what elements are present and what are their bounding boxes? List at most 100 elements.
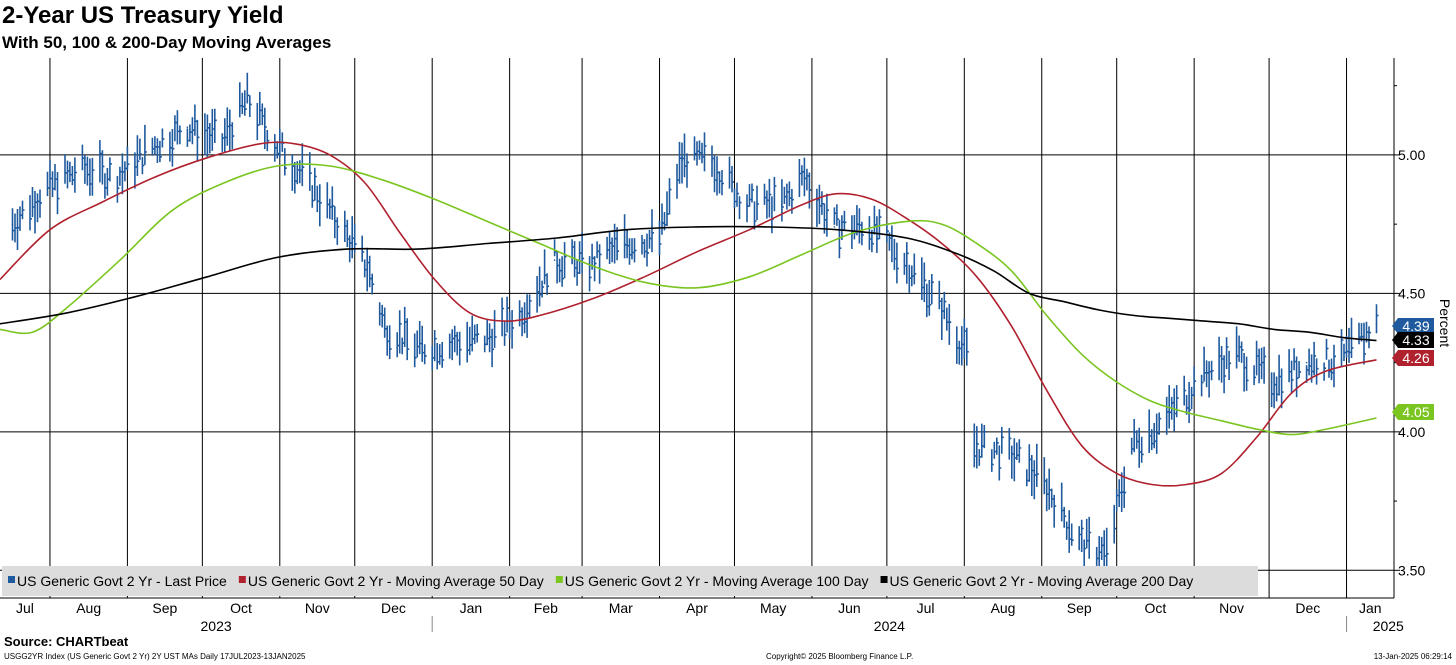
x-tick-label-16: Nov <box>1219 600 1244 616</box>
x-tick-label-7: Feb <box>534 600 558 616</box>
last-price-point <box>746 203 748 206</box>
last-price-point <box>1375 323 1378 325</box>
tag-ma-50-box <box>1392 350 1434 366</box>
x-tick-label-4: Nov <box>305 600 330 616</box>
last-price-point <box>553 259 556 261</box>
x-tick-label-11: Jun <box>838 600 861 616</box>
x-tick-label-18: Jan <box>1359 600 1382 616</box>
chart-subtitle: With 50, 100 & 200-Day Moving Averages <box>2 33 332 52</box>
x-tick-label-6: Jan <box>460 600 483 616</box>
x-tick-label-12: Jul <box>917 600 935 616</box>
legend-entry-ma-200-label: US Generic Govt 2 Yr - Moving Average 20… <box>890 573 1194 589</box>
axes: 3.50 4.00 4.50 5.00 Percent Jul Aug Sep Oct Nov De… <box>0 58 1453 632</box>
last-price-point <box>1043 480 1046 483</box>
legend-entry-last-price-label: US Generic Govt 2 Yr - Last Price <box>17 573 227 589</box>
last-value-tags: 4.394.33 4.26 4.05 <box>1392 318 1434 420</box>
y-tick-label-1: 4.00 <box>1398 424 1425 440</box>
legend-entry-ma-200-swatch <box>880 576 888 583</box>
last-price-point <box>973 444 976 447</box>
last-price-point <box>46 187 49 189</box>
last-price-point <box>658 237 661 239</box>
legend-entry-ma-50-swatch <box>238 576 246 583</box>
chart-title: 2-Year US Treasury Yield <box>2 2 284 29</box>
x-tick-label-15: Oct <box>1145 600 1167 616</box>
x-tick-label-1: Aug <box>76 600 101 616</box>
chart: 3.50 4.00 4.50 5.00 Percent Jul Aug Sep Oct Nov De… <box>0 58 1453 632</box>
last-price-point <box>186 126 189 129</box>
tag-ma-200-value: 4.33 <box>1402 332 1429 348</box>
last-price-point <box>1008 453 1011 455</box>
y-tick-label-3: 5.00 <box>1398 147 1425 163</box>
tag-ma-200-box <box>1392 332 1434 348</box>
legend-entry-ma-100-swatch <box>555 576 563 583</box>
x-tick-label-13: Aug <box>991 600 1016 616</box>
x-tick-label-17: Dec <box>1295 600 1320 616</box>
legend-background <box>2 566 1258 596</box>
series-last-price-bars <box>11 72 1379 578</box>
tag-ma-100-value: 4.05 <box>1402 404 1429 420</box>
last-price-point <box>623 242 626 245</box>
x-tick-label-0: Jul <box>16 600 34 616</box>
x-tick-label-9: Apr <box>686 600 708 616</box>
tag-ma-100-box <box>1392 404 1434 420</box>
legend-entry-last-price-swatch <box>8 576 15 583</box>
last-price-point <box>246 98 249 101</box>
last-price-point <box>81 167 84 170</box>
last-price-point <box>151 145 154 148</box>
last-price-point <box>781 203 783 206</box>
last-price-point <box>116 176 119 178</box>
last-price-point <box>903 259 906 261</box>
legend-entry-ma-50-label: US Generic Govt 2 Yr - Moving Average 50… <box>248 573 544 589</box>
series-ma-200-line <box>0 225 1377 342</box>
last-price-point <box>711 159 713 162</box>
x-year-label-0: 2023 <box>201 618 232 632</box>
last-price-point <box>488 336 491 339</box>
last-price-point <box>1305 361 1308 364</box>
last-price-point <box>1340 359 1343 361</box>
last-price-point <box>11 223 14 225</box>
last-price-point <box>1235 353 1238 356</box>
tag-last-price-value: 4.39 <box>1402 318 1429 334</box>
last-price-point <box>1078 541 1081 544</box>
series-ma-100-line <box>0 163 1377 436</box>
legend: US Generic Govt 2 Yr - Last Price US Gene… <box>2 566 1258 596</box>
last-price-point <box>1130 444 1133 447</box>
x-year-label-1: 2024 <box>874 618 905 632</box>
footer-copyright: Copyright© 2025 Bloomberg Finance L.P. <box>766 652 914 661</box>
tag-last-price-box <box>1392 318 1434 334</box>
source-label: Source: CHARTbeat <box>4 634 129 649</box>
x-tick-label-14: Sep <box>1067 600 1092 616</box>
last-price-point <box>366 264 369 267</box>
series-ma-50-line <box>0 141 1377 487</box>
last-price-point <box>518 314 521 317</box>
last-price-point <box>1270 381 1273 383</box>
last-price-point <box>1105 552 1108 555</box>
y-tick-label-0: 3.50 <box>1398 562 1425 578</box>
series-layer <box>0 72 1379 578</box>
y-axis-label: Percent <box>1437 299 1453 347</box>
footer-description: USGG2YR Index (US Generic Govt 2 Yr) 2Y … <box>4 652 306 661</box>
x-tick-label-10: May <box>760 600 786 616</box>
last-price-point <box>681 159 683 162</box>
last-price-point <box>278 148 281 151</box>
last-price-point <box>833 226 836 228</box>
last-price-point <box>308 181 311 184</box>
last-price-point <box>1200 375 1203 378</box>
x-tick-label-3: Oct <box>230 600 252 616</box>
last-price-point <box>453 342 456 345</box>
last-price-point <box>803 176 806 178</box>
x-year-label-2: 2025 <box>1373 618 1404 632</box>
last-price-point <box>221 140 224 142</box>
footer-timestamp: 13-Jan-2025 06:29:14 <box>1373 652 1452 661</box>
last-price-point <box>938 303 941 306</box>
x-tick-label-5: Dec <box>381 600 406 616</box>
x-tick-label-2: Sep <box>152 600 177 616</box>
last-price-point <box>343 231 346 234</box>
y-tick-label-2: 4.50 <box>1398 285 1425 301</box>
last-price-point <box>966 353 968 356</box>
last-price-point <box>418 347 421 350</box>
last-price-point <box>383 325 386 328</box>
last-price-point <box>1165 417 1168 419</box>
x-tick-label-8: Mar <box>609 600 633 616</box>
tag-ma-50-value: 4.26 <box>1402 350 1429 366</box>
